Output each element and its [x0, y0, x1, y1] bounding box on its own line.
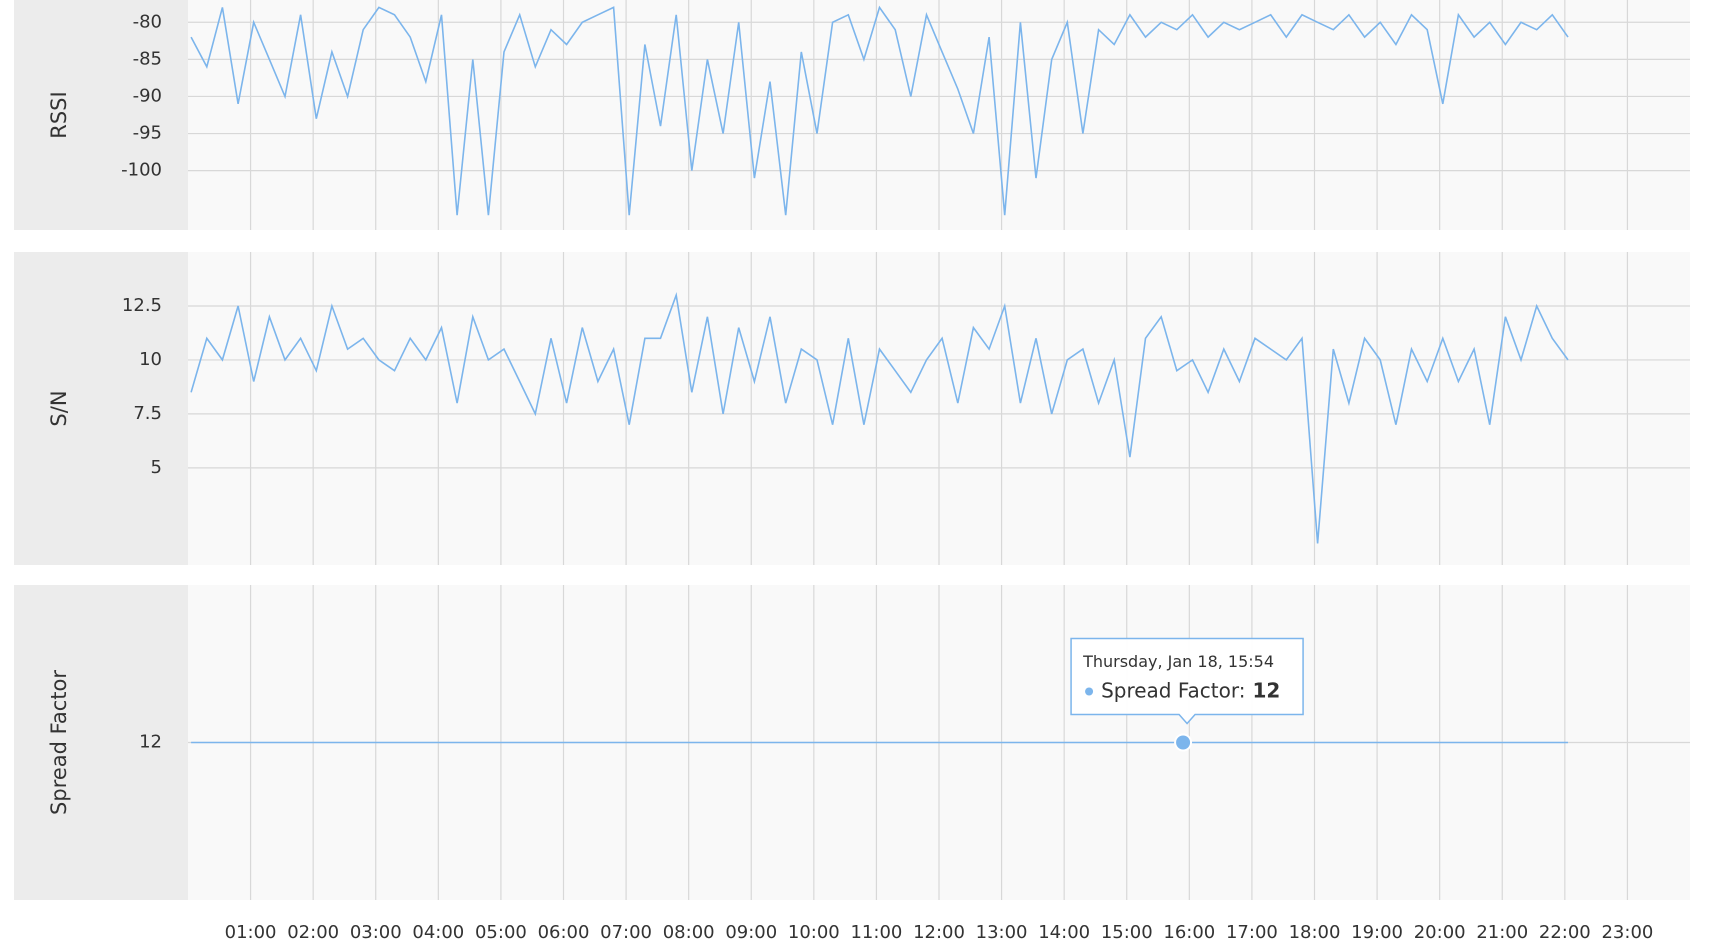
- x-tick-label: 21:00: [1476, 922, 1528, 943]
- y-tick-label: -95: [133, 123, 162, 144]
- x-tick-label: 14:00: [1038, 922, 1090, 943]
- y-tick-label: -80: [133, 11, 162, 32]
- x-tick-label: 02:00: [287, 922, 339, 943]
- panel-label-strip: [14, 0, 188, 230]
- y-axis-title: Spread Factor: [47, 670, 71, 815]
- x-tick-label: 17:00: [1226, 922, 1278, 943]
- x-tick-label: 12:00: [913, 922, 965, 943]
- tooltip-label: Spread Factor:: [1101, 678, 1245, 702]
- y-tick-label: 5: [151, 457, 162, 478]
- x-tick-label: 03:00: [350, 922, 402, 943]
- y-tick-label: 12.5: [122, 295, 162, 316]
- panel-label-strip: [14, 585, 188, 900]
- x-tick-label: 08:00: [663, 922, 715, 943]
- y-tick-label: 12: [139, 732, 162, 753]
- x-tick-label: 22:00: [1539, 922, 1591, 943]
- y-tick-label: 10: [139, 349, 162, 370]
- x-tick-label: 13:00: [976, 922, 1028, 943]
- x-tick-label: 11:00: [850, 922, 902, 943]
- x-tick-label: 23:00: [1601, 922, 1653, 943]
- x-tick-label: 05:00: [475, 922, 527, 943]
- tooltip-bullet: [1085, 687, 1094, 696]
- y-tick-label: -90: [133, 85, 162, 106]
- y-tick-label: 7.5: [133, 403, 162, 424]
- tooltip-box: [1070, 637, 1304, 725]
- x-tick-label: 07:00: [600, 922, 652, 943]
- x-tick-label: 20:00: [1414, 922, 1466, 943]
- hover-marker: [1174, 733, 1193, 752]
- data-line: [190, 292, 1569, 544]
- y-tick-label: -100: [121, 160, 162, 181]
- x-tick-label: 18:00: [1289, 922, 1341, 943]
- tooltip-value: 12: [1252, 678, 1280, 702]
- panel-label-strip: [14, 252, 188, 565]
- tooltip-line: Spread Factor: 12: [1101, 678, 1280, 702]
- x-tick-label: 06:00: [538, 922, 590, 943]
- tooltip-title: Thursday, Jan 18, 15:54: [1082, 652, 1274, 671]
- data-line: [190, 5, 1569, 216]
- x-tick-label: 15:00: [1101, 922, 1153, 943]
- x-tick-label: 19:00: [1351, 922, 1403, 943]
- y-tick-label: -85: [133, 48, 162, 69]
- x-tick-label: 01:00: [225, 922, 277, 943]
- x-tick-label: 04:00: [412, 922, 464, 943]
- x-tick-label: 16:00: [1163, 922, 1215, 943]
- y-axis-title: RSSI: [47, 91, 71, 138]
- y-axis-title: S/N: [47, 390, 71, 426]
- x-tick-label: 10:00: [788, 922, 840, 943]
- x-tick-label: 09:00: [725, 922, 777, 943]
